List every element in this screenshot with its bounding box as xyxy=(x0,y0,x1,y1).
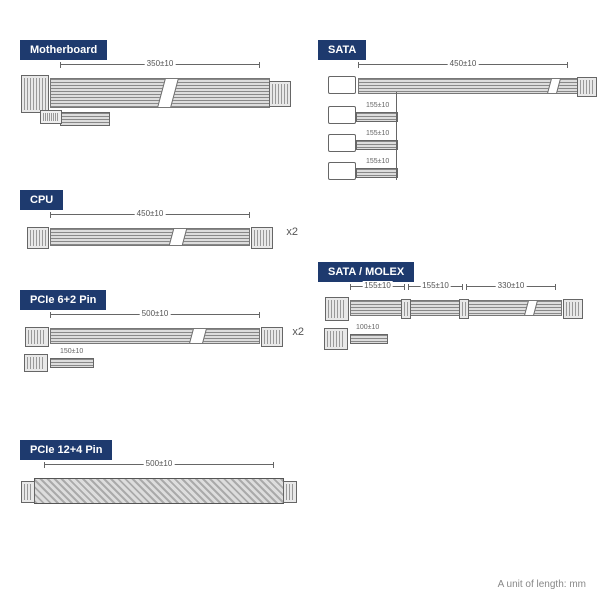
sata-section: SATA 450±10 155±10 155±10 155±10 xyxy=(318,40,588,94)
pcie62-section: PCIe 6+2 Pin 500±10 150±10 x2 xyxy=(20,290,290,344)
sata-molex-diagram: 155±10 155±10 330±10 100±10 xyxy=(318,286,598,366)
sata-connector-2 xyxy=(328,106,356,124)
sata-molex-section: SATA / MOLEX 155±10 155±10 330±10 xyxy=(318,262,598,366)
sm-node-1 xyxy=(401,299,411,319)
pcie124-connector-right xyxy=(283,481,297,503)
sm-dim-2: 155±10 xyxy=(420,281,451,290)
sata-dim: 450±10 xyxy=(448,59,479,68)
pcie62-label: PCIe 6+2 Pin xyxy=(20,290,106,310)
pcie62-qty: x2 xyxy=(292,326,304,338)
pcie124-diagram: 500±10 xyxy=(20,464,300,504)
sata-branch-dim-3: 155±10 xyxy=(366,158,389,165)
sata-connector-1 xyxy=(328,76,356,94)
sata-branch-dim-2: 155±10 xyxy=(366,130,389,137)
motherboard-dim: 350±10 xyxy=(145,59,176,68)
pcie62-branch-dim: 150±10 xyxy=(60,348,83,355)
molex-connector-2 xyxy=(324,328,348,350)
pcie62-diagram: 500±10 150±10 xyxy=(20,314,290,344)
motherboard-section: Motherboard 350±10 xyxy=(20,40,280,108)
sm-node-2 xyxy=(459,299,469,319)
pcie124-connector-left xyxy=(21,481,35,503)
pcie62-connector-left-bottom xyxy=(24,354,48,372)
sata-diagram: 450±10 155±10 155±10 155±10 xyxy=(318,64,588,94)
sm-dim-1: 155±10 xyxy=(362,281,393,290)
motherboard-connector-right xyxy=(269,81,291,107)
cpu-section: CPU 450±10 x2 xyxy=(20,190,280,246)
cpu-diagram: 450±10 xyxy=(20,214,280,246)
motherboard-diagram: 350±10 xyxy=(20,64,280,108)
sata-molex-label: SATA / MOLEX xyxy=(318,262,414,282)
cpu-dim: 450±10 xyxy=(135,209,166,218)
molex-connector-1 xyxy=(325,297,349,321)
pcie62-connector-left-top xyxy=(25,327,49,347)
sata-connector-3 xyxy=(328,134,356,152)
unit-footnote: A unit of length: mm xyxy=(498,579,586,590)
sata-connector-4 xyxy=(328,162,356,180)
sata-branch-dim-1: 155±10 xyxy=(366,102,389,109)
cpu-connector-right xyxy=(251,227,273,249)
pcie124-dim: 500±10 xyxy=(144,459,175,468)
sm-branch-dim: 100±10 xyxy=(356,324,379,331)
pcie124-section: PCIe 12+4 Pin 500±10 xyxy=(20,440,300,504)
pcie124-label: PCIe 12+4 Pin xyxy=(20,440,112,460)
pcie62-dim: 500±10 xyxy=(140,309,171,318)
pcie62-connector-right xyxy=(261,327,283,347)
motherboard-branch-connector xyxy=(40,110,62,124)
cpu-qty: x2 xyxy=(286,226,298,238)
motherboard-label: Motherboard xyxy=(20,40,107,60)
cpu-label: CPU xyxy=(20,190,63,210)
sata-label: SATA xyxy=(318,40,366,60)
cpu-connector-left xyxy=(27,227,49,249)
sm-connector-right xyxy=(563,299,583,319)
sm-dim-3: 330±10 xyxy=(496,281,527,290)
sata-connector-right xyxy=(577,77,597,97)
motherboard-connector-left xyxy=(21,75,49,113)
